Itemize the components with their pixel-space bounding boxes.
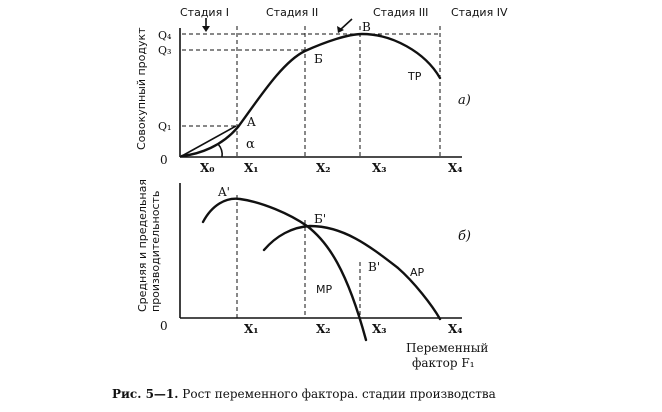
mp-label: МР	[316, 283, 332, 296]
x-axis-label-line1: Переменный	[406, 341, 488, 355]
x-tick-x2-top: X₂	[316, 161, 331, 175]
x-tick-x3-bottom: X₃	[372, 322, 387, 336]
x-tick-x1-top: X₁	[244, 161, 259, 175]
figure-caption: Рис. 5—1. Рост переменного фактора. стад…	[112, 387, 496, 401]
x-tick-x1-bottom: X₁	[244, 322, 259, 336]
x-tick-x4-top: X₄	[448, 161, 463, 175]
stage-3-label: Стадия III	[373, 6, 428, 19]
tp-label: ТР	[407, 70, 422, 83]
x-tick-x4-bottom: X₄	[448, 322, 463, 336]
stage-1-arrowhead	[202, 26, 210, 32]
point-v-prime: В'	[368, 260, 380, 274]
panel-a-label: а)	[458, 93, 471, 108]
bottom-chart: Средняя и предельная производительность …	[136, 179, 488, 370]
bottom-y-axis-label-2: производительность	[149, 191, 162, 312]
x-tick-x3-top: X₃	[372, 161, 387, 175]
point-a-prime: A'	[217, 185, 230, 199]
point-a: A	[246, 115, 256, 129]
caption-text: Рост переменного фактора. стадии произво…	[178, 387, 495, 401]
y-tick-q4: Q₄	[158, 29, 172, 42]
tangent-line	[179, 125, 237, 158]
top-chart: Совокупный продукт Q₄ Q₃ Q₁ 0 A Б В α ТР…	[135, 20, 471, 175]
top-origin: 0	[160, 153, 168, 167]
stage-2-arrow	[339, 18, 353, 31]
stage-2-arrowhead	[337, 26, 344, 33]
x-tick-x0: X₀	[200, 161, 215, 175]
ap-label: АР	[410, 266, 425, 279]
top-y-axis-label: Совокупный продукт	[135, 27, 148, 150]
y-tick-q3: Q₃	[158, 44, 171, 57]
mp-curve	[201, 197, 368, 342]
ap-curve	[262, 224, 442, 321]
bottom-y-axis-label-1: Средняя и предельная	[136, 179, 149, 312]
angle-alpha: α	[246, 137, 255, 152]
x-tick-x2-bottom: X₂	[316, 322, 331, 336]
angle-arc	[217, 143, 223, 158]
bottom-origin: 0	[160, 319, 168, 333]
x-axis-label-line2: фактор F₁	[412, 356, 475, 370]
stage-headers: Стадия I Стадия II Стадия III Стадия IV	[180, 6, 508, 33]
stage-2-label: Стадия II	[266, 6, 318, 19]
point-b: Б	[314, 52, 323, 66]
caption-number: Рис. 5—1.	[112, 387, 178, 401]
total-product-curve	[180, 32, 442, 158]
point-b-prime: Б'	[314, 212, 326, 226]
stage-4-label: Стадия IV	[451, 6, 508, 19]
stage-1-label: Стадия I	[180, 6, 229, 19]
y-tick-q1: Q₁	[158, 120, 171, 133]
panel-b-label: б)	[458, 229, 471, 244]
point-v: В	[362, 20, 371, 34]
